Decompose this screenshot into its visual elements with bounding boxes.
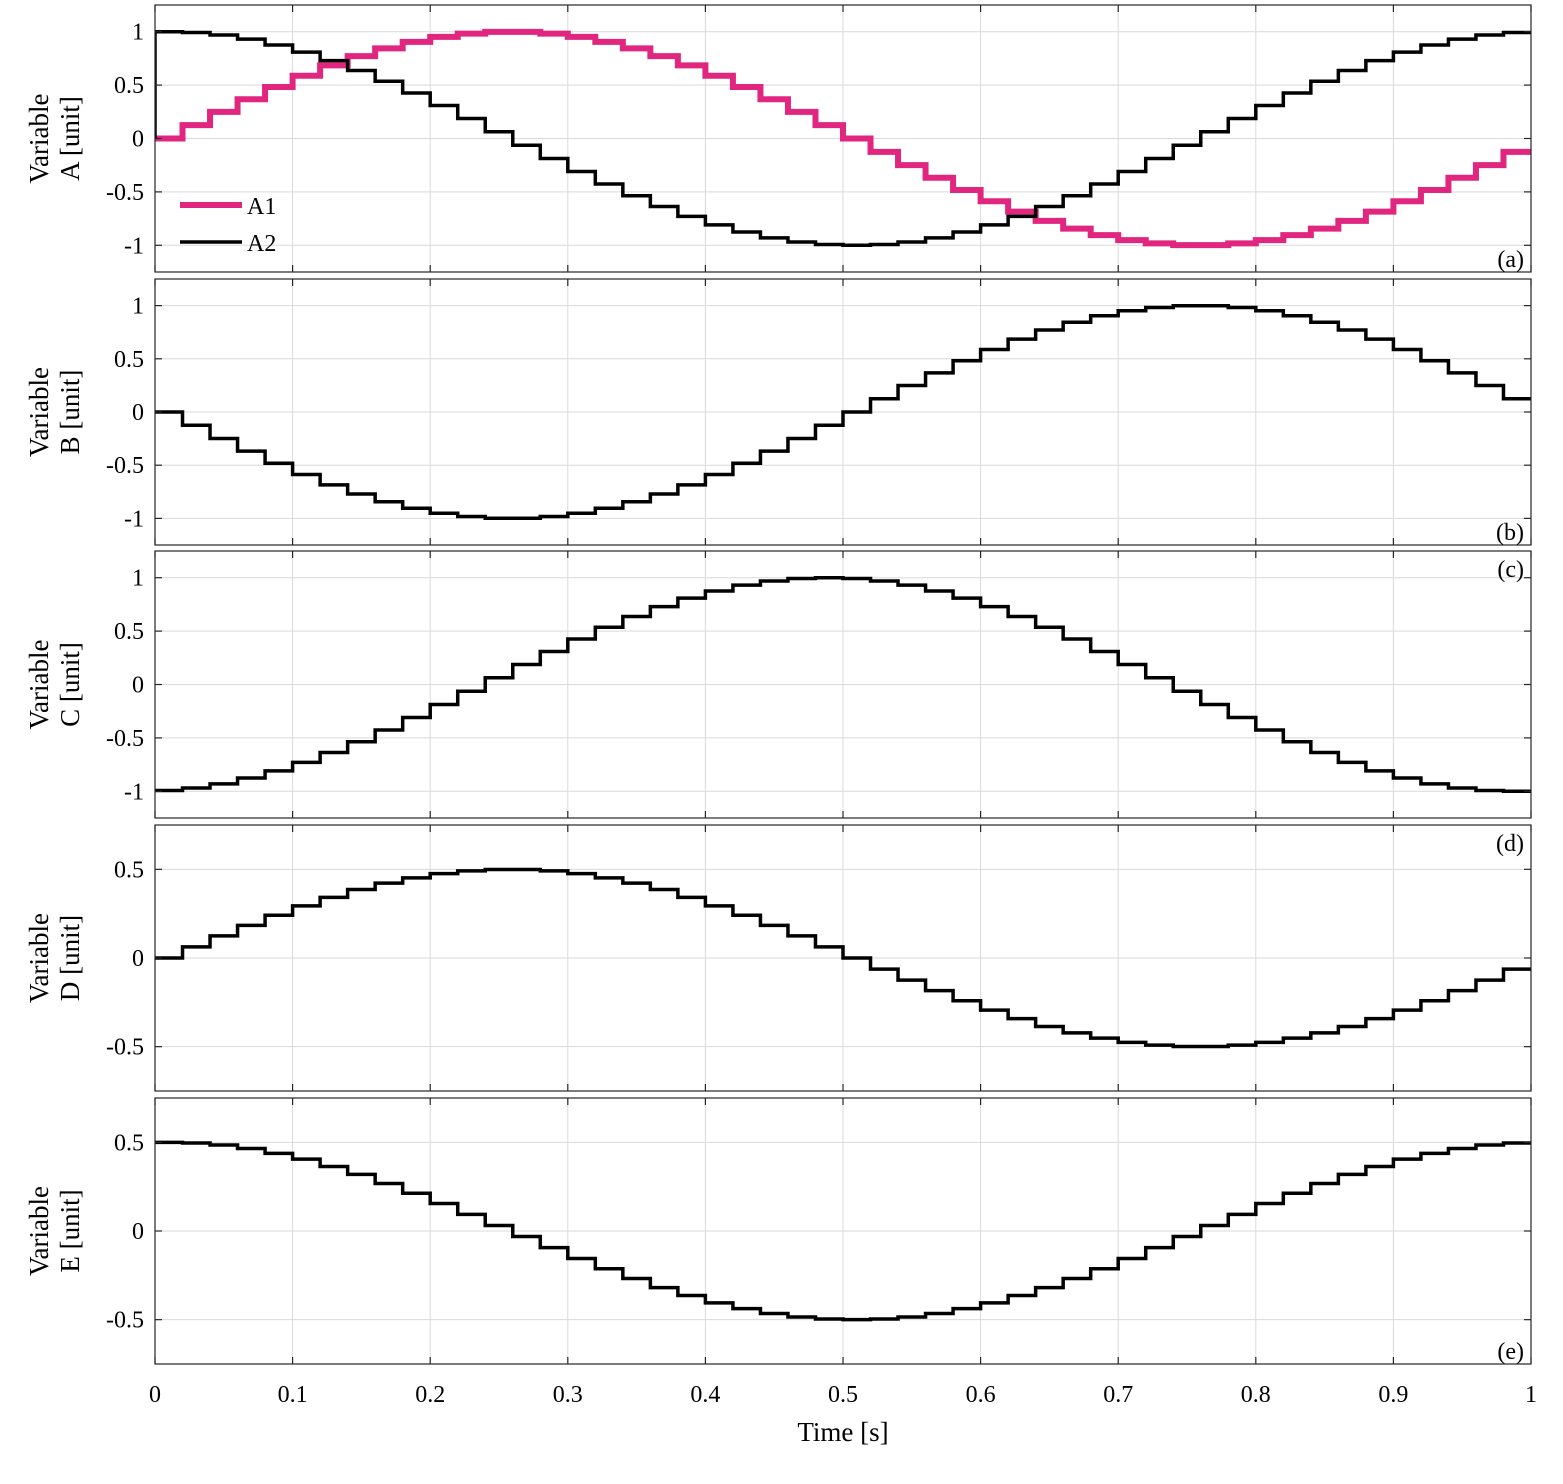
y-tick-label: -0.5 — [106, 453, 144, 479]
x-tick-label: 0.2 — [415, 1382, 445, 1408]
series-line-c — [155, 575, 1531, 794]
y-tick-label: 1 — [132, 294, 144, 320]
y-tick-label: 0.5 — [114, 857, 144, 883]
y-tick-label: -1 — [124, 233, 144, 259]
panel-tag: (b) — [1496, 520, 1524, 546]
y-tick-label: 0 — [132, 673, 144, 699]
x-tick-label: 1 — [1525, 1382, 1537, 1408]
series-line-a2 — [155, 29, 1531, 248]
x-axis-title: Time [s] — [797, 1417, 888, 1447]
series-line-e — [155, 1140, 1531, 1322]
y-axis-title: VariableA [unit] — [24, 94, 85, 184]
legend-label-a2: A2 — [247, 231, 276, 257]
series-group — [155, 304, 1531, 520]
y-tick-label: 0 — [132, 127, 144, 153]
y-tick-label: 0.5 — [114, 347, 144, 373]
y-axis-title-line: Variable — [24, 367, 54, 457]
series-line-a1 — [155, 28, 1531, 249]
y-tick-label: 1 — [132, 20, 144, 46]
y-tick-label: -0.5 — [106, 1035, 144, 1061]
panel-d: -0.5 0 0.5 VariableD [unit] (d) — [24, 824, 1532, 1092]
y-axis-title-line: C [unit] — [55, 642, 85, 727]
y-axis-title-line: Variable — [24, 640, 54, 730]
series-group — [155, 1140, 1531, 1322]
y-axis-title: VariableE [unit] — [24, 1186, 85, 1276]
panel-b: -1 -0.5 0 0.5 1 VariableB [unit] (b) — [24, 278, 1532, 546]
y-axis-title-line: Variable — [24, 913, 54, 1003]
y-tick-label: 0 — [132, 1219, 144, 1245]
y-axis-title-line: Variable — [24, 1186, 54, 1276]
y-axis-title: VariableB [unit] — [24, 367, 85, 457]
x-tick-label: 0.8 — [1241, 1382, 1271, 1408]
x-tick-label: 0.6 — [966, 1382, 996, 1408]
x-axis: Time [s] 0 0.1 0.2 0.3 0.4 0.5 0.6 0.7 0.8 0.9 1 — [149, 1382, 1537, 1447]
panel-tag: (d) — [1496, 831, 1524, 857]
x-tick-label: 0.4 — [690, 1382, 720, 1408]
series-line-b — [155, 304, 1531, 520]
x-tick-label: 0.1 — [278, 1382, 308, 1408]
y-axis-title: VariableC [unit] — [24, 640, 85, 730]
y-tick-label: 0 — [132, 400, 144, 426]
y-tick-label: 0.5 — [114, 73, 144, 99]
y-tick-label: 0.5 — [114, 619, 144, 645]
y-tick-label: -0.5 — [106, 726, 144, 752]
x-tick-label: 0.3 — [553, 1382, 583, 1408]
y-tick-label: 1 — [132, 566, 144, 592]
legend-label-a1: A1 — [247, 194, 276, 220]
y-axis-title: VariableD [unit] — [24, 913, 85, 1003]
y-tick-label: -0.5 — [106, 1308, 144, 1334]
y-axis-title-line: Variable — [24, 94, 54, 184]
panel-c: -1 -0.5 0 0.5 1 VariableC [unit] (c) — [24, 550, 1532, 819]
x-tick-label: 0.9 — [1378, 1382, 1408, 1408]
series-group — [155, 28, 1531, 249]
y-axis-title-line: D [unit] — [55, 915, 85, 1001]
series-line-d — [155, 867, 1531, 1049]
series-group — [155, 575, 1531, 794]
x-tick-label: 0.7 — [1103, 1382, 1133, 1408]
panel-tag: (c) — [1497, 557, 1524, 583]
y-tick-label: -1 — [124, 506, 144, 532]
panel-tag: (e) — [1497, 1339, 1524, 1365]
series-group — [155, 867, 1531, 1049]
y-tick-label: 0 — [132, 946, 144, 972]
y-axis-title-line: B [unit] — [55, 370, 85, 455]
y-tick-label: 0.5 — [114, 1130, 144, 1156]
y-axis-title-line: A [unit] — [55, 96, 85, 181]
panel-e: -0.5 0 0.5 VariableE [unit] (e) — [24, 1097, 1532, 1365]
y-tick-label: -1 — [124, 779, 144, 805]
x-tick-label: 0 — [149, 1382, 161, 1408]
x-tick-label: 0.5 — [828, 1382, 858, 1408]
y-tick-label: -0.5 — [106, 180, 144, 206]
y-axis-title-line: E [unit] — [55, 1189, 85, 1272]
panel-tag: (a) — [1497, 247, 1524, 273]
